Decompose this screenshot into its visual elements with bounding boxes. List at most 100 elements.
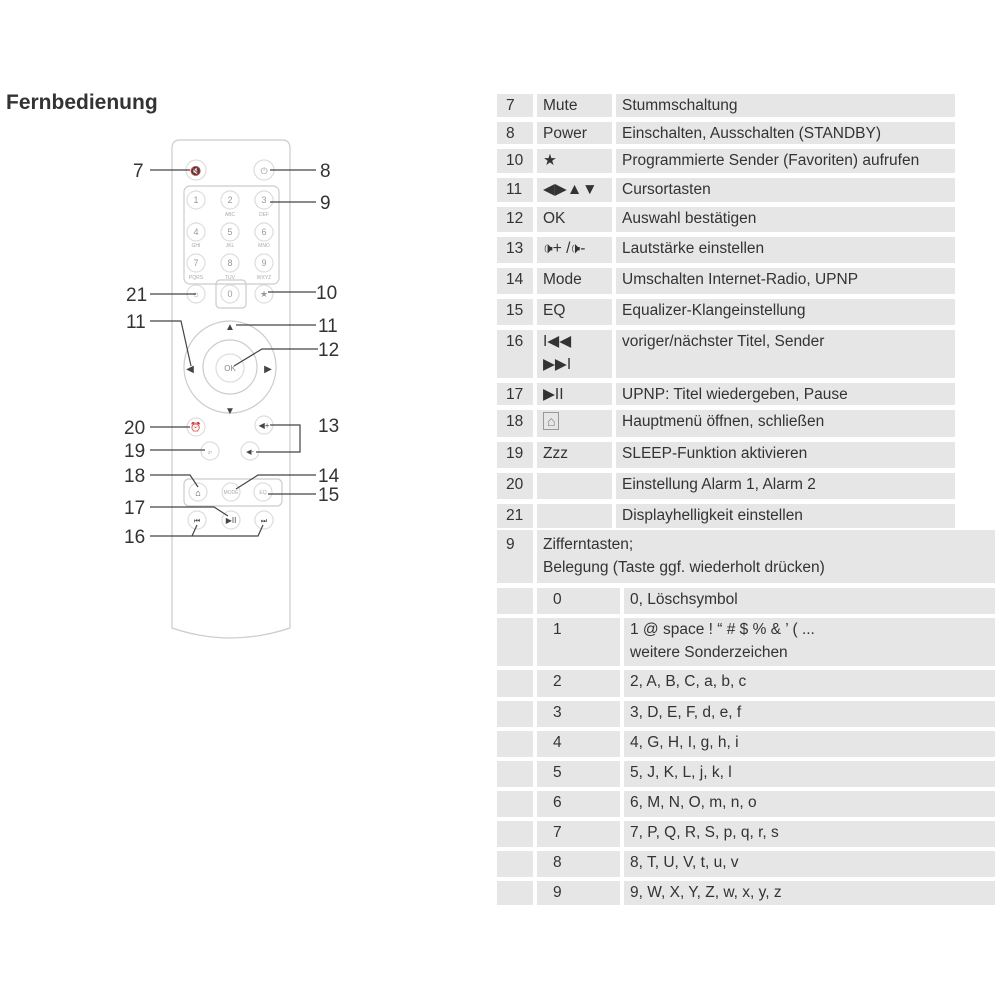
ok-key: OK xyxy=(224,364,236,373)
table-row: 5 5, J, K, L, j, k, l xyxy=(497,761,995,787)
key-1: 1 xyxy=(193,195,198,205)
sleep-icon: zᶻ xyxy=(208,450,213,456)
key-9: 9 xyxy=(261,258,266,268)
callout-16: 16 xyxy=(124,527,145,548)
callout-15: 15 xyxy=(318,485,339,506)
key-label: ⌂ xyxy=(537,410,612,437)
callout-11-left: 11 xyxy=(126,312,146,333)
callout-11-up: 11 xyxy=(318,316,338,337)
key-6: 6 xyxy=(261,227,266,237)
row-number: 7 xyxy=(497,94,533,117)
key-label: I◀◀ ▶▶I xyxy=(537,330,612,378)
key-sublabel: MNO xyxy=(258,243,270,249)
row-number: 10 xyxy=(497,149,533,173)
nav-ring xyxy=(183,320,277,414)
key-label: EQ xyxy=(537,299,612,325)
key-sublabel: TUV xyxy=(225,275,236,281)
callout-20: 20 xyxy=(124,418,145,439)
digit-table-title: Zifferntasten; Belegung (Taste ggf. wied… xyxy=(537,530,995,583)
table-row: 18 ⌂ Hauptmenü öffnen, schließen xyxy=(497,410,955,437)
remote-illustration: 🔇 ⏻ 1 2 3 4 5 6 7 8 9 0 ABC DEF GHI JKL … xyxy=(124,139,340,639)
table-row: 4 4, G, H, I, g, h, i xyxy=(497,731,995,757)
function-description: voriger/nächster Titel, Sender xyxy=(616,330,955,378)
key-sublabel: WXYZ xyxy=(257,275,271,281)
callout-17: 17 xyxy=(124,498,145,519)
up-arrow-icon: ▲ xyxy=(225,322,235,333)
row-number: 15 xyxy=(497,299,533,325)
callout-8: 8 xyxy=(320,161,331,182)
table-row: 11 ◀▶▲▼ Cursortasten xyxy=(497,178,955,202)
table-row: 19 Zzz SLEEP-Funktion aktivieren xyxy=(497,442,955,468)
key-label: Mute xyxy=(537,94,612,117)
row-number: 16 xyxy=(497,330,533,378)
table-row: 8 8, T, U, V, t, u, v xyxy=(497,851,995,877)
row-number: 19 xyxy=(497,442,533,468)
function-description: Programmierte Sender (Favoriten) aufrufe… xyxy=(616,149,955,173)
table-row: 9 9, W, X, Y, Z, w, x, y, z xyxy=(497,881,995,905)
row-spacer xyxy=(497,761,533,787)
key-4: 4 xyxy=(193,227,198,237)
table-row: 21 Displayhelligkeit einstellen xyxy=(497,504,955,528)
callout-lines xyxy=(150,169,318,537)
row-spacer xyxy=(497,670,533,697)
table-row: 7 Mute Stummschaltung xyxy=(497,94,955,117)
function-description: Einstellung Alarm 1, Alarm 2 xyxy=(616,473,955,499)
digit-characters: 5, J, K, L, j, k, l xyxy=(624,761,995,787)
callout-14: 14 xyxy=(318,466,340,487)
digit-characters: 8, T, U, V, t, u, v xyxy=(624,851,995,877)
callout-18: 18 xyxy=(124,466,145,487)
table-row: 20 Einstellung Alarm 1, Alarm 2 xyxy=(497,473,955,499)
home-icon: ⌂ xyxy=(543,412,560,430)
callout-12: 12 xyxy=(318,340,339,361)
keypad-panel xyxy=(183,185,280,285)
digit-table: 9 Zifferntasten; Belegung (Taste ggf. wi… xyxy=(497,530,995,909)
table-row: 0 0, Löschsymbol xyxy=(497,588,995,614)
table-row: 6 6, M, N, O, m, n, o xyxy=(497,791,995,817)
key-label xyxy=(537,504,612,528)
callout-21: 21 xyxy=(126,285,147,306)
volume-down-icon: ◀- xyxy=(246,449,254,456)
volume-up-icon: ◀+ xyxy=(259,421,270,430)
home-icon: ⌂ xyxy=(195,488,200,498)
table-row: 16 I◀◀ ▶▶I voriger/nächster Titel, Sender xyxy=(497,330,955,378)
digit-key: 2 xyxy=(537,670,620,697)
row-number: 11 xyxy=(497,178,533,202)
eq-key: EQ xyxy=(259,490,266,496)
left-arrow-icon: ◀ xyxy=(186,364,194,375)
function-table: 7 Mute Stummschaltung 8 Power Einschalten, Au… xyxy=(497,94,955,533)
row-spacer xyxy=(497,618,533,666)
function-description: Umschalten Internet-Radio, UPNP xyxy=(616,268,955,294)
table-row: 13 🕩+ /🕩- Lautstärke einstellen xyxy=(497,237,955,263)
table-row: 8 Power Einschalten, Ausschalten (STANDBY) xyxy=(497,122,955,144)
row-number: 21 xyxy=(497,504,533,528)
function-description: Displayhelligkeit einstellen xyxy=(616,504,955,528)
row-spacer xyxy=(497,588,533,614)
function-description: Auswahl bestätigen xyxy=(616,207,955,232)
callout-13: 13 xyxy=(318,416,339,437)
next-icon: ⏭ xyxy=(261,518,268,525)
row-spacer xyxy=(497,821,533,847)
row-number: 8 xyxy=(497,122,533,144)
power-icon: ⏻ xyxy=(260,166,267,176)
key-label: ▶II xyxy=(537,383,612,405)
function-panel xyxy=(183,478,283,507)
star-icon: ★ xyxy=(260,289,268,299)
row-number: 12 xyxy=(497,207,533,232)
key-label: Zzz xyxy=(537,442,612,468)
key-label: ◀▶▲▼ xyxy=(537,178,612,202)
mute-icon: 🔇 xyxy=(190,165,201,176)
callout-9: 9 xyxy=(320,193,331,214)
key-3: 3 xyxy=(261,195,266,205)
key-sublabel: DEF xyxy=(259,212,269,218)
digit-key: 0 xyxy=(537,588,620,614)
row-spacer xyxy=(497,791,533,817)
digit-characters: 9, W, X, Y, Z, w, x, y, z xyxy=(624,881,995,905)
row-number: 17 xyxy=(497,383,533,405)
remote-body xyxy=(171,139,291,639)
digit-key: 5 xyxy=(537,761,620,787)
row-spacer xyxy=(497,851,533,877)
key-label: Mode xyxy=(537,268,612,294)
key-7: 7 xyxy=(193,258,198,268)
callout-10: 10 xyxy=(316,283,337,304)
